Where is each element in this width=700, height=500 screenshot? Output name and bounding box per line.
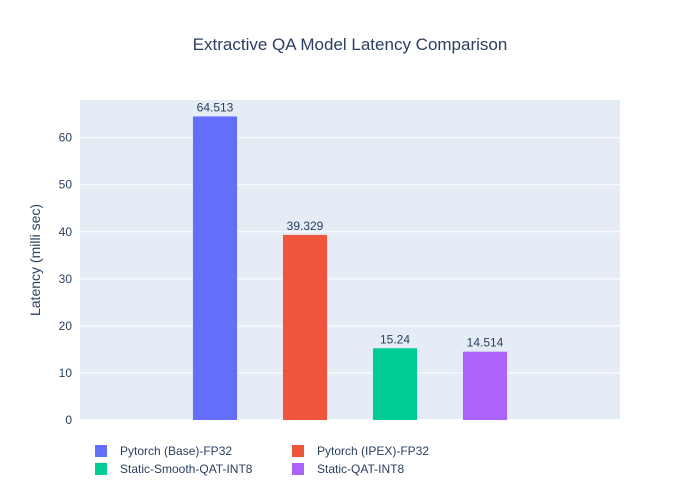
y-axis-ticks: 0 10 20 30 40 50 60: [59, 131, 73, 427]
legend-swatch: [292, 463, 304, 475]
bar: [192, 116, 238, 420]
y-tick-label: 0: [65, 413, 72, 427]
legend: Pytorch (Base)-FP32 Pytorch (IPEX)-FP32 St…: [95, 444, 429, 476]
gridlines: [80, 137, 620, 421]
y-tick-label: 50: [59, 178, 73, 192]
legend-label: Pytorch (Base)-FP32: [120, 444, 232, 458]
legend-item[interactable]: Static-QAT-INT8: [292, 462, 404, 476]
y-tick-label: 40: [59, 225, 73, 239]
legend-label: Static-QAT-INT8: [317, 462, 404, 476]
bar: [462, 351, 508, 420]
data-label: 39.329: [287, 219, 324, 233]
y-tick-label: 60: [59, 131, 73, 145]
legend-item[interactable]: Pytorch (IPEX)-FP32: [292, 444, 429, 458]
legend-swatch: [95, 445, 107, 457]
data-label: 14.514: [467, 336, 504, 350]
legend-label: Static-Smooth-QAT-INT8: [120, 462, 253, 476]
y-tick-label: 20: [59, 319, 73, 333]
legend-label: Pytorch (IPEX)-FP32: [317, 444, 429, 458]
y-tick-label: 30: [59, 272, 73, 286]
plot-area: [80, 100, 620, 420]
data-label: 15.24: [380, 332, 410, 346]
legend-item[interactable]: Pytorch (Base)-FP32: [95, 444, 232, 458]
chart-title: Extractive QA Model Latency Comparison: [193, 35, 508, 54]
y-tick-label: 10: [59, 366, 73, 380]
data-labels: 64.513 39.329 15.24 14.514: [197, 100, 504, 349]
bars: [192, 116, 508, 420]
data-label: 64.513: [197, 100, 234, 114]
legend-swatch: [292, 445, 304, 457]
y-axis-title: Latency (milli sec): [27, 204, 43, 316]
bar: [372, 348, 418, 420]
bar: [282, 234, 328, 420]
legend-swatch: [95, 463, 107, 475]
legend-item[interactable]: Static-Smooth-QAT-INT8: [95, 462, 253, 476]
